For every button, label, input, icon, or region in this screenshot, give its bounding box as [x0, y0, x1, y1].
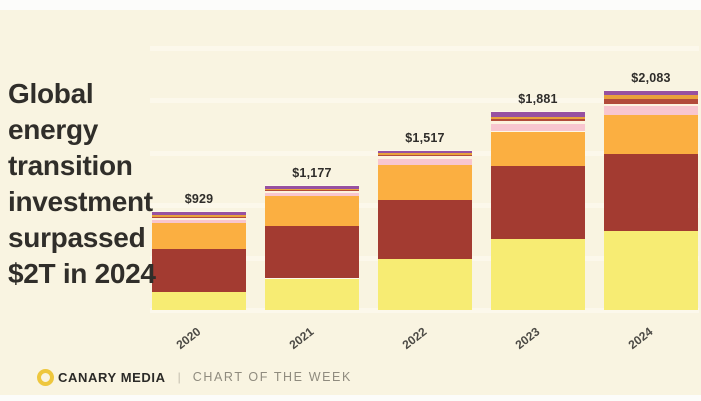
bar-segment-yellow-2020: [152, 292, 246, 310]
bar-segment-dark-red-2021: [265, 225, 359, 279]
gridline: [150, 45, 699, 51]
bar-segment-pink-2021: [265, 192, 359, 197]
bar-segment-cream-2021: [265, 191, 359, 193]
gridline: [150, 98, 699, 103]
x-axis-label: 2023: [512, 324, 543, 352]
bar-segment-pink-2023: [491, 123, 585, 132]
bar-segment-purple-2024: [604, 91, 698, 95]
bar-segment-brick-2024: [604, 98, 698, 105]
bar-total-label: $1,517: [405, 130, 445, 145]
bar-total-label: $929: [184, 192, 214, 207]
bar-segment-purple-2020: [152, 212, 246, 215]
bar-segment-pink-2022: [378, 158, 472, 166]
gridline: [150, 308, 699, 313]
x-axis-label: 2024: [625, 324, 656, 352]
bar-segment-dark-red-2020: [152, 249, 246, 293]
bar-segment-dark-red-2024: [604, 153, 698, 231]
bar-segment-cream-2020: [152, 217, 246, 220]
bar-segment-orange-2024: [604, 114, 698, 154]
footer-divider: |: [177, 370, 181, 384]
footer: CANARY MEDIA | CHART OF THE WEEK: [37, 367, 352, 387]
bar-segment-brick-2022: [378, 155, 472, 157]
bar-total-label: $2,083: [631, 71, 671, 86]
x-axis-label: 2022: [399, 324, 430, 352]
bar-segment-gold-2020: [152, 214, 246, 217]
bar-segment-dark-red-2023: [491, 166, 585, 240]
bar-segment-purple-2021: [265, 186, 359, 189]
bar-segment-brick-2023: [491, 119, 585, 122]
bar-segment-brick-2020: [152, 216, 246, 218]
bar-segment-yellow-2024: [604, 230, 698, 310]
bar-segment-orange-2023: [491, 131, 585, 167]
plot-area: $929 2020 $1,177 2021 $1,517 2022 $1,881 2023 $2…: [0, 10, 701, 401]
x-axis-label: 2021: [286, 324, 317, 352]
bar-segment-pink-2020: [152, 219, 246, 223]
bar-segment-orange-2022: [378, 165, 472, 200]
bar-segment-dark-red-2022: [378, 199, 472, 259]
brand-name: CANARY MEDIA: [58, 369, 166, 385]
chart-title: Global energy transition investment surp…: [8, 77, 156, 290]
bar-segment-yellow-2023: [491, 239, 585, 310]
bar-segment-gold-2024: [604, 94, 698, 99]
chart-canvas: $929 2020 $1,177 2021 $1,517 2022 $1,881 2023 $2…: [0, 10, 701, 395]
bar-segment-gold-2023: [491, 117, 585, 120]
bar-segment-orange-2021: [265, 196, 359, 226]
bar-total-label: $1,177: [292, 166, 332, 181]
x-axis-label: 2020: [173, 324, 204, 352]
chart-of-the-week-label: CHART OF THE WEEK: [192, 370, 352, 384]
bar-segment-pink-2024: [604, 106, 698, 115]
canary-media-logo-icon: [37, 368, 54, 386]
bar-segment-cream-2023: [491, 121, 585, 124]
bar-segment-orange-2020: [152, 222, 246, 250]
bar-segment-cream-2024: [604, 104, 698, 107]
bar-segment-gold-2022: [378, 153, 472, 156]
bar-segment-gold-2021: [265, 188, 359, 191]
bar-segment-cream-2022: [378, 156, 472, 159]
bar-segment-yellow-2022: [378, 258, 472, 310]
bar-segment-purple-2023: [491, 112, 585, 118]
bar-total-label: $1,881: [518, 92, 558, 107]
bar-segment-yellow-2021: [265, 278, 359, 310]
bar-segment-brick-2021: [265, 190, 359, 192]
bar-segment-purple-2022: [378, 150, 472, 154]
